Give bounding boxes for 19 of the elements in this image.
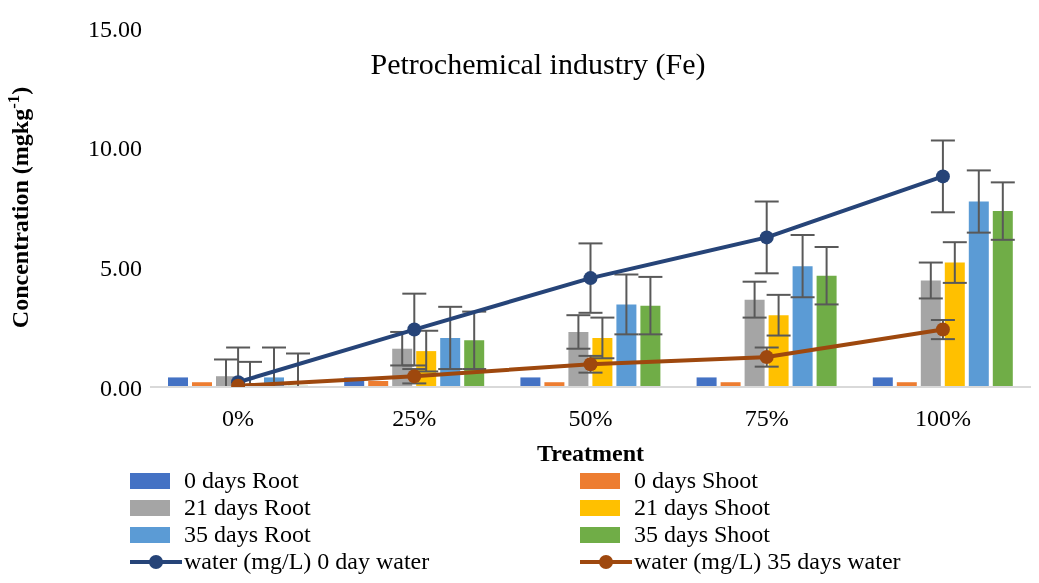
y-tick-label: 5.00 [100, 254, 142, 281]
y-tick-label: 0.00 [100, 374, 142, 401]
legend-label: 35 days Shoot [634, 521, 771, 548]
y-tick-label: 15.00 [88, 15, 142, 42]
legend-label: water (mg/L) 0 day water [184, 548, 430, 575]
x-tick-label: 0% [222, 405, 255, 432]
legend-label: 21 days Shoot [634, 494, 771, 521]
x-axis-title: Treatment [536, 440, 645, 466]
x-tick-label: 25% [392, 405, 437, 432]
x-tick-label: 50% [568, 405, 613, 432]
legend-label: 0 days Root [184, 467, 299, 494]
x-tick-label: 100% [914, 405, 971, 432]
legend-label: 0 days Shoot [634, 467, 759, 494]
legend-label: water (mg/L) 35 days water [634, 548, 901, 575]
y-tick-label: 10.00 [88, 135, 142, 162]
legend-label: 21 days Root [184, 494, 311, 521]
text: Petrochemical industry (Fe) [370, 47, 706, 81]
x-tick-label: 75% [744, 405, 789, 432]
legend-label: 35 days Root [184, 521, 311, 548]
